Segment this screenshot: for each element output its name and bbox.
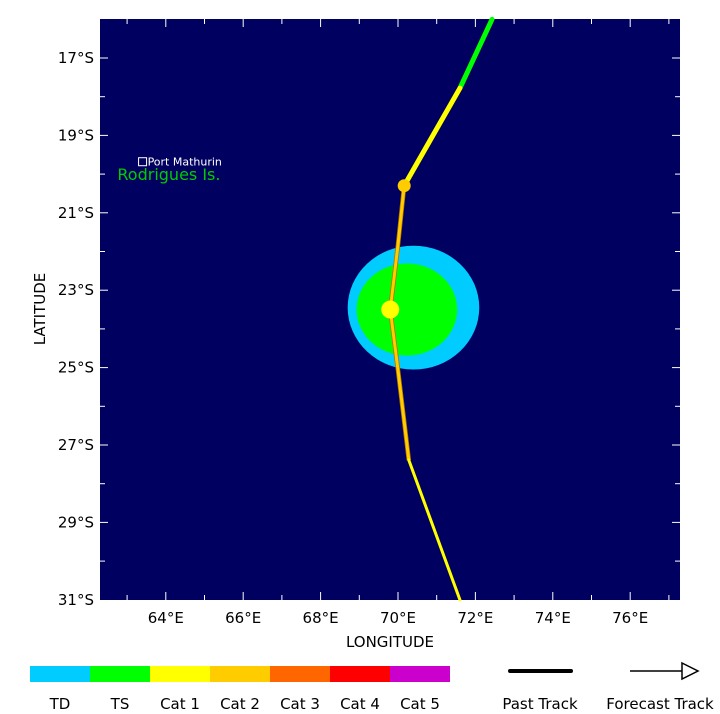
legend-swatch-cat-4 <box>330 666 390 682</box>
legend-label: Cat 4 <box>340 695 380 710</box>
legend-label: Cat 2 <box>220 695 260 710</box>
x-tick-label: 76°E <box>612 609 648 627</box>
city-marker-icon <box>138 157 148 167</box>
x-tick-label: 72°E <box>457 609 493 627</box>
wind-field-ts <box>356 263 458 356</box>
x-tick-label: 70°E <box>380 609 416 627</box>
track-segment <box>407 458 462 602</box>
place-label-rodrigues: Rodrigues Is. <box>117 165 220 184</box>
y-tick-label: 17°S <box>58 49 94 67</box>
forecast-track-arrow-icon <box>630 661 700 681</box>
storm-position-marker <box>397 179 411 193</box>
legend-swatch-cat-2 <box>210 666 270 682</box>
legend-swatch-cat-3 <box>270 666 330 682</box>
track-segment <box>388 308 400 372</box>
track-segment <box>457 16 495 91</box>
track-segment <box>396 368 411 462</box>
y-tick-label: 27°S <box>58 436 94 454</box>
past-track-label: Past Track <box>502 695 578 710</box>
track-segment <box>401 85 463 189</box>
x-axis-label: LONGITUDE <box>346 633 434 651</box>
x-tick-label: 66°E <box>225 609 261 627</box>
x-tick-label: 74°E <box>535 609 571 627</box>
legend-label: TS <box>110 695 130 710</box>
legend-swatch-cat-1 <box>150 666 210 682</box>
y-tick-label: 29°S <box>58 513 94 531</box>
y-tick-label: 31°S <box>58 591 94 609</box>
legend-swatch-ts <box>90 666 150 682</box>
x-tick-label: 64°E <box>148 609 184 627</box>
legend-label: Cat 1 <box>160 695 200 710</box>
storm-position-marker <box>381 300 400 319</box>
track-segment <box>396 184 406 247</box>
track-segment <box>388 243 400 312</box>
legend-swatch-cat-5 <box>390 666 450 682</box>
y-tick-label: 19°S <box>58 126 94 144</box>
forecast-track-label: Forecast Track <box>606 695 714 710</box>
y-axis-label: LATITUDE <box>31 273 49 346</box>
legend-label: Cat 3 <box>280 695 320 710</box>
y-tick-label: 25°S <box>58 359 94 377</box>
legend-swatch-td <box>30 666 90 682</box>
place-label-port-mathurin: Port Mathurin <box>148 156 222 169</box>
x-tick-label: 68°E <box>303 609 339 627</box>
y-tick-label: 23°S <box>58 281 94 299</box>
legend-label: Cat 5 <box>400 695 440 710</box>
legend-label: TD <box>49 695 71 710</box>
y-tick-label: 21°S <box>58 204 94 222</box>
